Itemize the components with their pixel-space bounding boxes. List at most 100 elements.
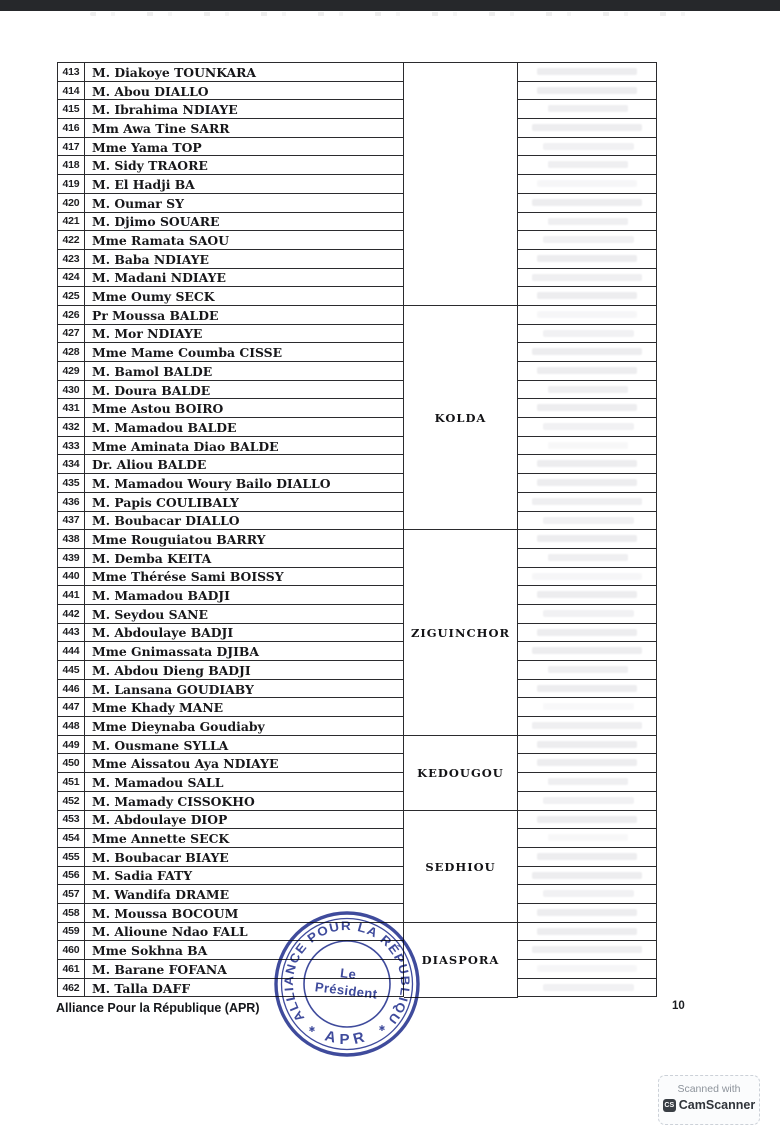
- signature-cell: [518, 306, 656, 325]
- row-name: M. Abdoulaye DIOP: [92, 812, 228, 828]
- table-row: 453 M. Abdoulaye DIOP: [58, 810, 403, 830]
- row-name: M. Moussa BOCOUM: [92, 905, 239, 921]
- row-number: 431: [58, 399, 85, 418]
- region-column: KOLDA ZIGUINCHOR KEDOUGOU SEDHIOU DIASPO…: [404, 62, 518, 998]
- table-row: 454 Mme Annette SECK: [58, 829, 403, 848]
- scan-artifact-speckles: [90, 12, 690, 16]
- signature-cell: [518, 82, 656, 101]
- row-number: 460: [58, 941, 85, 959]
- signature-cell: [518, 642, 656, 661]
- table-row: 446 M. Lansana GOUDIABY: [58, 679, 403, 699]
- table-row: 420 M. Oumar SY: [58, 193, 403, 213]
- row-name: Mme Gnimassata DJIBA: [92, 644, 259, 660]
- row-name: M. Mamadou SALL: [92, 774, 224, 790]
- row-number: 418: [58, 156, 85, 175]
- row-number: 435: [58, 474, 85, 492]
- stamp-outer-ring: [274, 911, 420, 1057]
- name-table: 413 M. Diakoye TOUNKARA 414 M. Abou DIAL…: [57, 62, 404, 998]
- row-number: 458: [58, 903, 85, 922]
- row-number: 429: [58, 362, 85, 380]
- table-row: 459 M. Alioune Ndao FALL: [58, 922, 403, 942]
- row-name: M. Alioune Ndao FALL: [92, 924, 248, 940]
- row-number: 417: [58, 137, 85, 156]
- row-name: Mme Annette SECK: [92, 831, 230, 847]
- row-name: M. Seydou SANE: [92, 606, 208, 622]
- signature-cell: [518, 680, 656, 699]
- signature-cell: [518, 736, 656, 755]
- signature-cell: [518, 941, 656, 960]
- table-row: 456 M. Sadia FATY: [58, 866, 403, 886]
- row-name: Mme Dieynaba Goudiaby: [92, 718, 265, 734]
- table-row: 433 Mme Aminata Diao BALDE: [58, 436, 403, 456]
- signature-cell: [518, 923, 656, 942]
- table-row: 448 Mme Dieynaba Goudiaby: [58, 717, 403, 736]
- signature-cell: [518, 717, 656, 736]
- signature-cell: [518, 119, 656, 138]
- signature-cell: [518, 213, 656, 232]
- camscanner-badge: Scanned with CS CamScanner: [658, 1075, 760, 1125]
- signature-cell: [518, 474, 656, 493]
- row-number: 448: [58, 717, 85, 735]
- table-row: 452 M. Mamady CISSOKHO: [58, 791, 403, 811]
- row-name: M. Djimo SOUARE: [92, 214, 220, 230]
- table-row: 430 M. Doura BALDE: [58, 380, 403, 400]
- region-cell: SEDHIOU: [404, 811, 517, 924]
- signature-cell: [518, 455, 656, 475]
- row-name: M. Ibrahima NDIAYE: [92, 102, 238, 118]
- row-name: M. Sidy TRAORE: [92, 158, 208, 174]
- table-row: 414 M. Abou DIALLO: [58, 81, 403, 101]
- table-row: 418 M. Sidy TRAORE: [58, 156, 403, 176]
- region-cell: ZIGUINCHOR: [404, 530, 517, 737]
- signature-cell: [518, 624, 656, 643]
- row-number: 424: [58, 268, 85, 287]
- stamp-inner-ring: [303, 940, 391, 1028]
- row-number: 414: [58, 81, 85, 100]
- row-number: 434: [58, 455, 85, 474]
- row-number: 438: [58, 530, 85, 548]
- table-row: 436 M. Papis COULIBALY: [58, 492, 403, 512]
- table-row: 428 Mme Mame Coumba CISSE: [58, 343, 403, 362]
- row-name: Mme Thérése Sami BOISSY: [92, 569, 284, 585]
- row-name: Mme Aissatou Aya NDIAYE: [92, 756, 279, 772]
- signature-cell: [518, 194, 656, 213]
- row-number: 439: [58, 548, 85, 567]
- table-row: 421 M. Djimo SOUARE: [58, 212, 403, 232]
- table-row: 440 Mme Thérése Sami BOISSY: [58, 567, 403, 587]
- signature-cell: [518, 269, 656, 288]
- table-row: 455 M. Boubacar BIAYE: [58, 847, 403, 867]
- stamp-center-line2: Président: [314, 979, 378, 1002]
- signature-cell: [518, 156, 656, 176]
- table-row: 445 M. Abdou Dieng BADJI: [58, 661, 403, 680]
- signature-cell: [518, 904, 656, 923]
- table-row: 443 M. Abdoulaye BADJI: [58, 623, 403, 643]
- row-name: M. Diakoye TOUNKARA: [92, 64, 257, 80]
- table-row: 426 Pr Moussa BALDE: [58, 305, 403, 325]
- stamp-star-left: ✱: [309, 1025, 316, 1034]
- stamp-center-line1: Le: [339, 965, 357, 982]
- signature-cell: [518, 138, 656, 157]
- row-name: Mme Rouguiatou BARRY: [92, 532, 266, 548]
- region-cell: KOLDA: [404, 306, 517, 531]
- region-label: ZIGUINCHOR: [410, 625, 511, 640]
- row-number: 432: [58, 418, 85, 436]
- region-cell: [404, 63, 517, 307]
- row-number: 457: [58, 885, 85, 903]
- row-number: 419: [58, 175, 85, 193]
- signature-cell: [518, 512, 656, 531]
- row-name: M. Mamadou BADJI: [92, 588, 230, 604]
- row-name: M. Abdou Dieng BADJI: [92, 662, 251, 678]
- table-row: 461 M. Barane FOFANA: [58, 960, 403, 979]
- footer-party-name: Alliance Pour la République (APR): [56, 1001, 260, 1015]
- table-row: 429 M. Bamol BALDE: [58, 362, 403, 381]
- signature-cell: [518, 325, 656, 344]
- signature-cell: [518, 568, 656, 587]
- row-name: M. Bamol BALDE: [92, 363, 213, 379]
- row-name: M. Madani NDIAYE: [92, 270, 226, 286]
- row-name: M. Doura BALDE: [92, 382, 211, 398]
- table-row: 423 M. Baba NDIAYE: [58, 249, 403, 269]
- signature-cell: [518, 493, 656, 512]
- region-label: KOLDA: [434, 410, 487, 425]
- table-row: 419 M. El Hadji BA: [58, 175, 403, 194]
- table-row: 437 M. Boubacar DIALLO: [58, 511, 403, 531]
- row-number: 416: [58, 119, 85, 137]
